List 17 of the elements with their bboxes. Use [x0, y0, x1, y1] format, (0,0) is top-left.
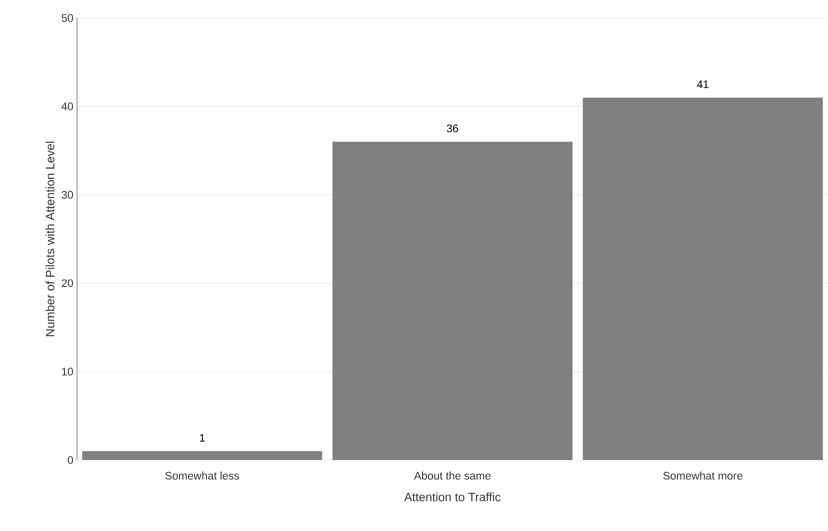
bar [582, 98, 823, 460]
bar [82, 451, 322, 460]
y-axis-title: Number of Pilots with Attention Level [46, 142, 54, 336]
x-tick-label: Somewhat more [663, 472, 742, 480]
y-tick-label: 50 [62, 14, 74, 22]
y-tick-label: 20 [62, 279, 74, 288]
data-label: 1 [200, 434, 205, 442]
data-label: 41 [696, 80, 708, 88]
y-tick-label: 40 [61, 102, 74, 110]
x-tick-label: About the same [414, 472, 491, 480]
data-label: 36 [446, 124, 458, 132]
x-tick-label: Somewhat less [165, 472, 240, 480]
x-axis-title: Attention to Traffic [404, 492, 501, 502]
bar [332, 142, 573, 460]
y-tick-label: 0 [68, 456, 74, 464]
y-tick-label: 10 [62, 368, 74, 376]
y-tick-label: 30 [62, 190, 74, 199]
